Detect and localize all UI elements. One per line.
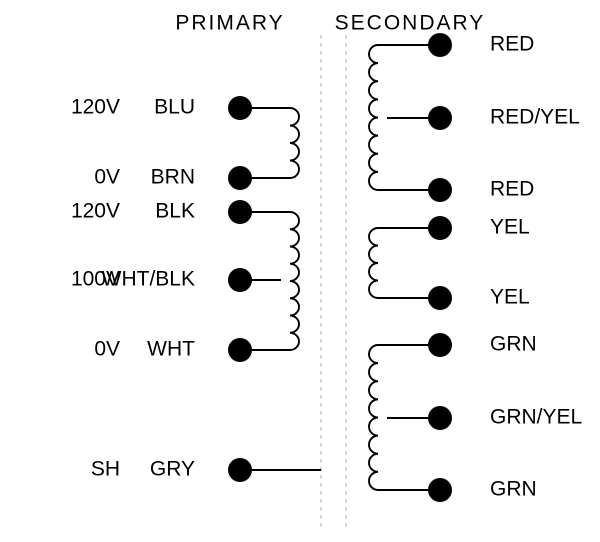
- header-secondary: SECONDARY: [335, 12, 486, 35]
- secondary-label-1-bot: YEL: [490, 286, 530, 309]
- secondary-label-2-mid: GRN/YEL: [490, 406, 582, 429]
- secondary-label-0-mid: RED/YEL: [490, 106, 580, 129]
- primary-color-0-bot: BRN: [151, 166, 195, 189]
- primary-voltage-0-top: 120V: [71, 96, 120, 119]
- primary-terminal-1-top: [228, 200, 252, 224]
- primary-color-1-mid: WHT/BLK: [102, 268, 195, 291]
- secondary-terminal-2-mid: [428, 406, 452, 430]
- primary-voltage-1-top: 120V: [71, 200, 120, 223]
- secondary-label-1-top: YEL: [490, 216, 530, 239]
- secondary-terminal-1-bot: [428, 286, 452, 310]
- primary-voltage-1-bot: 0V: [94, 338, 120, 361]
- secondary-terminal-2-bot: [428, 478, 452, 502]
- header-primary: PRIMARY: [175, 12, 284, 35]
- primary-voltage-0-bot: 0V: [94, 166, 120, 189]
- primary-winding-1: [290, 212, 299, 350]
- primary-shield-terminal: [228, 458, 252, 482]
- primary-shield-color: GRY: [150, 458, 195, 481]
- primary-terminal-0-bot: [228, 166, 252, 190]
- secondary-label-2-bot: GRN: [490, 478, 537, 501]
- primary-winding-0: [290, 108, 299, 178]
- primary-shield-voltage: SH: [91, 458, 120, 481]
- secondary-winding-2: [369, 345, 378, 490]
- primary-color-0-top: BLU: [154, 96, 195, 119]
- primary-color-1-bot: WHT: [147, 338, 195, 361]
- secondary-terminal-1-top: [428, 216, 452, 240]
- primary-color-1-top: BLK: [155, 200, 195, 223]
- transformer-diagram: PRIMARYSECONDARY120VBLU0VBRN120VBLK100VW…: [0, 0, 600, 542]
- secondary-label-2-top: GRN: [490, 333, 537, 356]
- primary-terminal-1-mid: [228, 268, 252, 292]
- secondary-winding-0: [369, 45, 378, 190]
- secondary-terminal-2-top: [428, 333, 452, 357]
- secondary-terminal-0-top: [428, 33, 452, 57]
- primary-terminal-1-bot: [228, 338, 252, 362]
- secondary-label-0-bot: RED: [490, 178, 534, 201]
- secondary-terminal-0-mid: [428, 106, 452, 130]
- secondary-terminal-0-bot: [428, 178, 452, 202]
- secondary-label-0-top: RED: [490, 33, 534, 56]
- primary-terminal-0-top: [228, 96, 252, 120]
- secondary-winding-1: [369, 228, 378, 298]
